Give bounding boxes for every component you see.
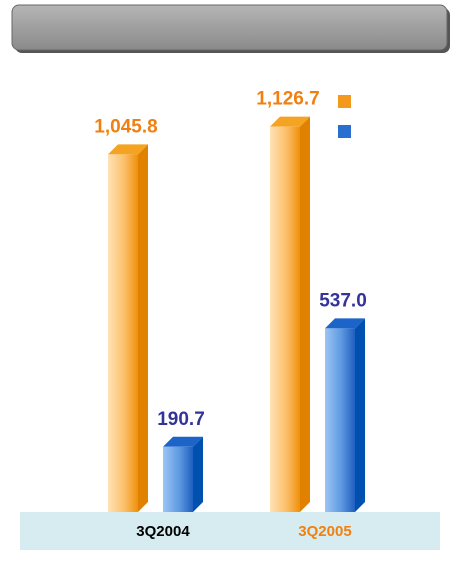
value-label: 1,045.8: [94, 116, 157, 137]
bar: [325, 328, 355, 512]
x-tick-label: 3Q2004: [136, 523, 190, 540]
bar-side: [355, 318, 365, 512]
category-band: [20, 512, 440, 550]
bar-top: [325, 318, 365, 329]
bar-side: [138, 144, 148, 512]
legend-swatch: [338, 95, 351, 108]
value-label: 537.0: [319, 290, 367, 311]
value-label: 1,126.7: [256, 89, 319, 110]
value-label: 190.7: [157, 409, 205, 430]
title-box: [11, 4, 448, 51]
x-tick-label: 3Q2005: [298, 523, 351, 540]
bar: [163, 446, 193, 512]
legend-swatch: [338, 125, 351, 138]
bar: [270, 126, 300, 512]
bar-side: [300, 116, 310, 512]
bar-top: [108, 144, 148, 155]
bar-top: [163, 436, 203, 447]
bar-side: [193, 436, 203, 512]
bar: [108, 154, 138, 512]
bar-top: [270, 116, 310, 127]
